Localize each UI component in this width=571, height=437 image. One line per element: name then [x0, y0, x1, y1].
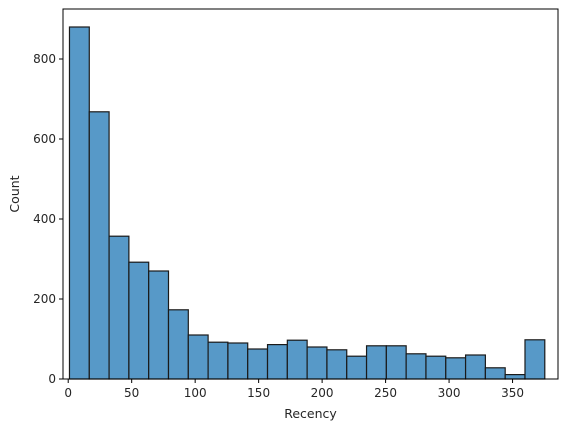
x-tick-label: 200 [311, 386, 334, 400]
histogram-bar [286, 339, 308, 380]
histogram-bar [88, 111, 110, 380]
histogram-bar [266, 344, 288, 380]
plot-frame [62, 8, 559, 380]
histogram-bar [365, 345, 387, 380]
x-tick-label: 0 [64, 386, 72, 400]
histogram-bar [227, 342, 249, 380]
y-axis-ticks: 0 200 400 600 800 [33, 52, 63, 386]
y-tick-label: 400 [33, 212, 56, 226]
histogram-bar [128, 261, 150, 380]
y-tick-label: 800 [33, 52, 56, 66]
x-tick-label: 150 [247, 386, 270, 400]
histogram-bar [524, 339, 546, 380]
x-tick-label: 350 [501, 386, 524, 400]
x-tick-label: 300 [438, 386, 461, 400]
x-tick-label: 250 [374, 386, 397, 400]
histogram-bar [405, 353, 427, 380]
bars-group [68, 26, 546, 380]
histogram-bar [306, 346, 328, 380]
y-axis-label: Count [7, 175, 22, 212]
y-tick-label: 200 [33, 292, 56, 306]
histogram-bar [385, 345, 407, 380]
histogram-bar [148, 270, 170, 380]
histogram-bar [346, 355, 368, 380]
x-tick-label: 100 [184, 386, 207, 400]
histogram-bar [108, 235, 130, 380]
histogram-bar [504, 374, 526, 380]
histogram-bar [464, 354, 486, 380]
histogram-bar [167, 309, 189, 380]
histogram-bar [187, 334, 209, 380]
histogram-bar [484, 367, 506, 380]
histogram-bar [247, 348, 269, 380]
y-tick-label: 600 [33, 132, 56, 146]
histogram-bar [425, 355, 447, 380]
x-axis-label: Recency [284, 406, 337, 421]
histogram-bar [326, 349, 348, 380]
y-tick-label: 0 [48, 372, 56, 386]
x-axis-ticks: 0 50 100 150 200 250 300 350 [64, 379, 524, 400]
histogram-bar [207, 341, 229, 380]
histogram-bar [68, 26, 90, 380]
x-tick-label: 50 [124, 386, 139, 400]
histogram-bar [445, 357, 467, 380]
